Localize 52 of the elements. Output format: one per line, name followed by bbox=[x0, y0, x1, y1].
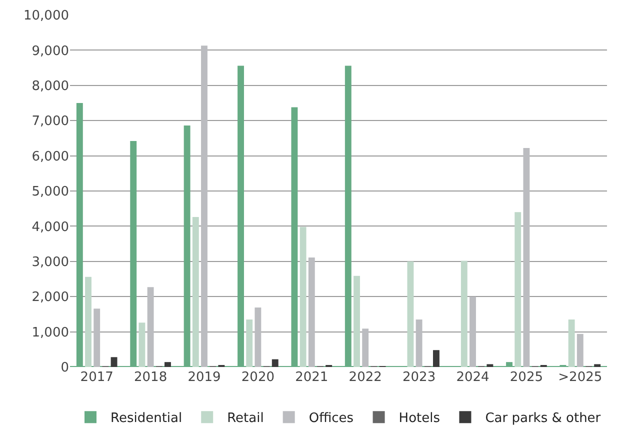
y-tick-label: 6,000 bbox=[32, 149, 69, 164]
y-tick-label: 3,000 bbox=[32, 254, 69, 270]
legend-label: Car parks & other bbox=[485, 411, 602, 426]
bar bbox=[300, 226, 306, 367]
bar bbox=[85, 276, 92, 367]
legend-label: Residential bbox=[110, 411, 182, 426]
y-tick-label: 0 bbox=[60, 360, 69, 376]
x-tick-label: 2024 bbox=[456, 370, 490, 385]
x-tick-label: 2021 bbox=[295, 370, 328, 385]
bar bbox=[568, 319, 575, 367]
bar bbox=[433, 350, 440, 367]
bar bbox=[594, 364, 601, 367]
x-tick-label: 2023 bbox=[402, 370, 436, 385]
y-tick-label: 8,000 bbox=[32, 78, 69, 94]
bar bbox=[94, 308, 100, 367]
bar bbox=[362, 328, 369, 367]
bar bbox=[416, 319, 422, 367]
bar bbox=[138, 322, 146, 367]
x-tick-label: 2020 bbox=[241, 370, 274, 385]
y-tick-label: 7,000 bbox=[32, 114, 69, 130]
x-tick-label: 2025 bbox=[510, 370, 543, 385]
legend-label: Offices bbox=[308, 411, 354, 426]
bar bbox=[486, 364, 494, 367]
bar bbox=[576, 334, 584, 367]
bar bbox=[164, 362, 171, 367]
bar bbox=[308, 258, 315, 367]
legend-label: Retail bbox=[227, 411, 264, 426]
x-tick-label: 2017 bbox=[80, 370, 114, 385]
bar bbox=[523, 148, 530, 367]
bar bbox=[354, 276, 360, 367]
bar bbox=[147, 287, 154, 367]
bar bbox=[460, 260, 468, 367]
x-tick-label: 2022 bbox=[348, 370, 382, 385]
x-tick-label: 2018 bbox=[134, 370, 168, 385]
y-tick-label: 2,000 bbox=[32, 290, 69, 306]
y-tick-label: 1,000 bbox=[32, 325, 69, 340]
x-tick-label: 2019 bbox=[188, 370, 221, 385]
bar bbox=[407, 261, 414, 367]
bar bbox=[470, 296, 476, 367]
bar bbox=[201, 46, 208, 367]
bar bbox=[272, 359, 278, 367]
bar bbox=[246, 319, 253, 367]
legend-label: Hotels bbox=[398, 411, 440, 426]
x-tick-label: >2025 bbox=[558, 370, 602, 385]
bar bbox=[192, 217, 199, 367]
bar bbox=[110, 357, 118, 367]
y-tick-label: 10,000 bbox=[24, 8, 69, 24]
y-tick-label: 4,000 bbox=[32, 220, 69, 235]
bar bbox=[514, 212, 522, 367]
y-tick-label: 5,000 bbox=[32, 184, 69, 200]
y-tick-label: 9,000 bbox=[32, 44, 69, 59]
bar bbox=[254, 308, 262, 367]
